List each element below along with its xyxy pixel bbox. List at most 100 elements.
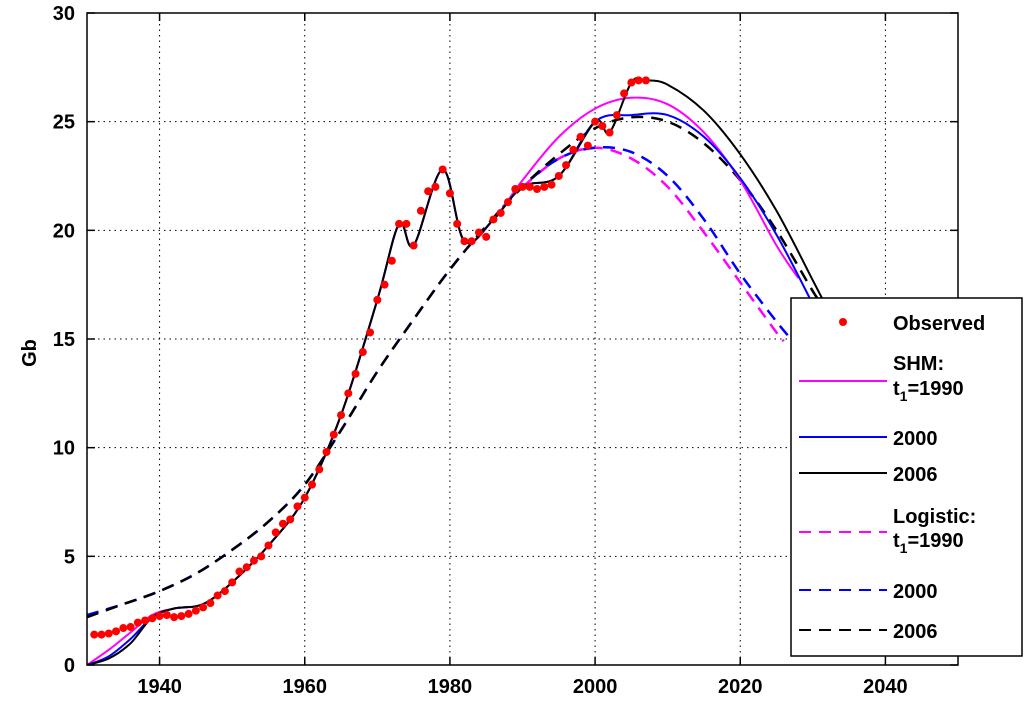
observed-point: [300, 493, 309, 502]
observed-point: [562, 161, 571, 170]
observed-point: [112, 627, 121, 636]
observed-point: [148, 614, 157, 623]
observed-point: [627, 78, 636, 87]
series-line-2006-solid: [87, 76, 829, 665]
observed-point: [199, 603, 208, 612]
observed-point: [525, 182, 534, 191]
observed-point: [554, 172, 563, 180]
observed-point: [467, 237, 476, 246]
y-tick-label: 30: [53, 3, 75, 25]
observed-point: [264, 541, 273, 550]
x-tick-label: 1980: [428, 676, 473, 698]
series-line-2000-dashed: [87, 146, 793, 617]
legend-shm-year: =1990: [907, 378, 963, 400]
observed-point: [496, 208, 505, 217]
observed-point: [591, 117, 600, 126]
legend-box: [790, 297, 1023, 657]
legend-logistic-year: =1990: [907, 530, 963, 552]
observed-point: [220, 587, 229, 596]
series-line-logistic-t1-1990-dashed: [521, 146, 785, 343]
legend-shm-2000-label: 2000: [893, 428, 938, 450]
observed-point: [155, 612, 164, 621]
observed-point: [126, 622, 135, 631]
observed-point: [293, 502, 302, 511]
observed-point: [503, 198, 512, 207]
observed-point: [489, 215, 498, 224]
y-tick-label: 25: [53, 112, 75, 134]
legend-logistic-t: t: [893, 530, 900, 552]
observed-point: [416, 206, 425, 215]
y-tick-label: 15: [53, 329, 75, 351]
observed-point: [235, 567, 244, 576]
observed-point: [119, 624, 128, 633]
observed-point: [576, 132, 585, 141]
series-line-2006-dashed: [87, 115, 829, 619]
observed-point: [141, 616, 150, 625]
observed-point: [620, 89, 629, 98]
ticks: 1940 1960 1980 2000 2020 2040 0 5 10 15 20 25 30: [53, 3, 958, 698]
legend-logistic-2000-label: 2000: [893, 581, 938, 603]
observed-point: [533, 185, 542, 194]
observed-point: [453, 219, 462, 228]
observed-point: [337, 411, 346, 420]
legend-observed-marker: [839, 318, 847, 326]
observed-point: [402, 219, 411, 228]
observed-point: [569, 145, 578, 154]
observed-point: [228, 578, 237, 587]
series-layer: [87, 76, 829, 665]
observed-point: [409, 241, 418, 250]
observed-point: [170, 613, 179, 622]
observed-point: [366, 328, 375, 337]
observed-point: [322, 448, 331, 457]
observed-point: [133, 618, 142, 627]
observed-point: [358, 348, 367, 357]
observed-point: [387, 256, 396, 265]
observed-point: [380, 280, 389, 289]
legend-logistic-heading: Logistic:: [893, 506, 976, 528]
observed-point: [460, 237, 469, 246]
observed-point: [583, 141, 592, 150]
legend-logistic-1990-label: t1=1990: [893, 530, 964, 556]
legend-shm-2006-label: 2006: [893, 464, 938, 486]
observed-point: [474, 228, 483, 237]
observed-point: [431, 182, 440, 191]
y-tick-label: 0: [64, 655, 75, 677]
observed-point: [598, 122, 607, 131]
observed-point: [308, 480, 317, 489]
legend-shm-t: t: [893, 378, 900, 400]
observed-point: [482, 232, 491, 241]
observed-point: [162, 611, 171, 620]
y-tick-label: 20: [53, 220, 75, 242]
observed-point: [605, 128, 614, 137]
legend-shm-sub: 1: [900, 388, 908, 404]
legend-logistic-sub: 1: [900, 540, 908, 556]
observed-point: [351, 369, 360, 378]
legend-shm-heading: SHM:: [893, 353, 944, 375]
observed-point: [315, 465, 324, 474]
x-tick-label: 2000: [573, 676, 618, 698]
observed-point: [177, 612, 186, 621]
observed-point: [278, 519, 287, 528]
observed-point: [547, 180, 556, 189]
observed-point: [329, 430, 338, 439]
legend-observed-label: Observed: [893, 313, 985, 335]
observed-point: [424, 187, 433, 196]
observed-point: [445, 189, 454, 198]
observed-point: [213, 591, 222, 600]
observed-point: [373, 295, 382, 304]
observed-point: [634, 76, 643, 85]
x-tick-label: 1940: [137, 676, 182, 698]
observed-point: [242, 563, 251, 572]
observed-point: [249, 556, 258, 565]
observed-point: [344, 389, 353, 398]
y-axis-label: Gb: [19, 339, 41, 367]
observed-point: [641, 76, 650, 85]
legend: Observed SHM: t1=1990 2000 2006 Logistic…: [790, 297, 1023, 657]
observed-point: [184, 609, 193, 618]
x-tick-label: 1960: [283, 676, 328, 698]
observed-point: [97, 630, 106, 639]
observed-point: [518, 182, 527, 191]
observed-point: [104, 629, 113, 638]
legend-shm-1990-label: t1=1990: [893, 378, 964, 404]
observed-point: [271, 528, 280, 537]
